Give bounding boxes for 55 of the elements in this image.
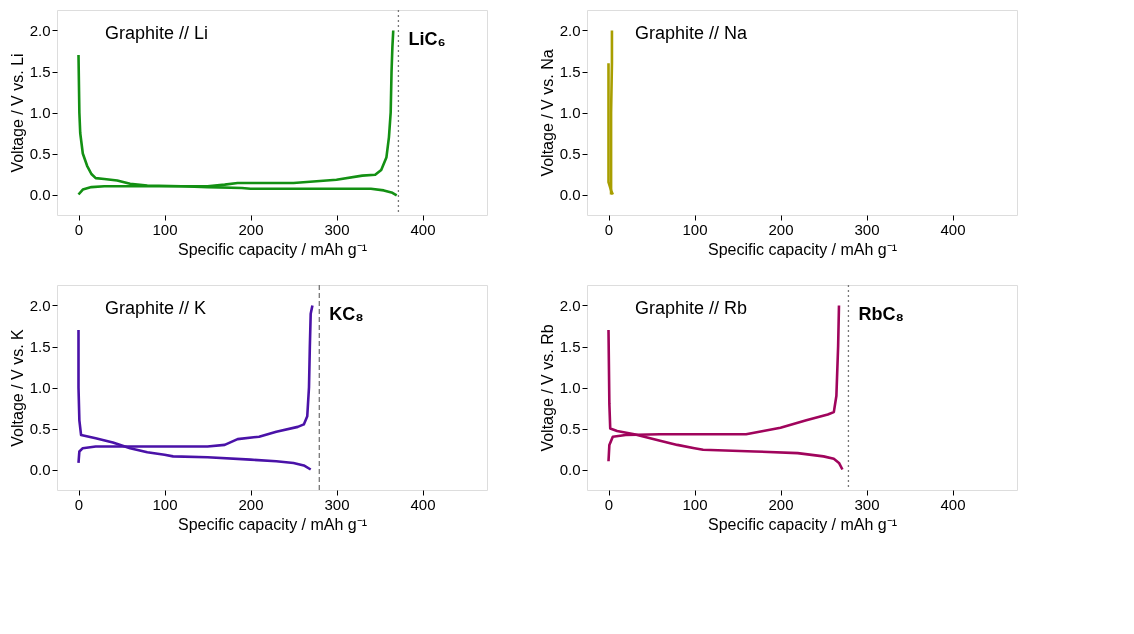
- x-tick-label: 0: [74, 495, 84, 513]
- x-tick-label: 200: [768, 495, 794, 513]
- x-tick-label: 0: [74, 220, 84, 238]
- y-tick-label: 0.0: [559, 186, 581, 203]
- y-tick-label: 2.0: [559, 22, 581, 39]
- x-tick-label: 100: [682, 220, 708, 238]
- y-tick-label: 1.0: [559, 104, 581, 121]
- y-tick-label: 1.5: [559, 338, 581, 355]
- y-tick-label: 2.0: [559, 297, 581, 314]
- x-tick-label: 400: [410, 495, 436, 513]
- y-tick-label: 1.5: [29, 338, 51, 355]
- ref-line-label: RbC₈: [858, 304, 904, 324]
- y-tick-label: 0.0: [559, 461, 581, 478]
- x-axis-title: Specific capacity / mAh g⁻¹: [177, 240, 368, 258]
- y-tick-label: 2.0: [29, 22, 51, 39]
- y-axis-title: Voltage / V vs. K: [8, 328, 26, 447]
- annotation: Graphite // Li: [105, 23, 209, 43]
- x-axis-title: Specific capacity / mAh g⁻¹: [707, 515, 898, 533]
- y-tick-label: 0.5: [559, 145, 581, 162]
- x-tick-label: 300: [324, 495, 350, 513]
- x-axis-title: Specific capacity / mAh g⁻¹: [177, 515, 368, 533]
- x-axis-title: Specific capacity / mAh g⁻¹: [707, 240, 898, 258]
- y-tick-label: 1.5: [559, 63, 581, 80]
- x-tick-label: 200: [768, 220, 794, 238]
- y-axis-title: Voltage / V vs. Rb: [538, 324, 556, 452]
- x-tick-label: 400: [940, 220, 966, 238]
- y-axis-title: Voltage / V vs. Li: [8, 53, 26, 173]
- x-tick-label: 300: [854, 495, 880, 513]
- y-tick-label: 0.0: [29, 461, 51, 478]
- annotation: Graphite // Na: [635, 23, 749, 43]
- x-tick-label: 400: [940, 495, 966, 513]
- y-tick-label: 0.5: [29, 420, 51, 437]
- ref-line-label: KC₈: [329, 304, 364, 324]
- x-tick-label: 100: [152, 495, 178, 513]
- annotation: Graphite // Rb: [635, 298, 748, 318]
- x-tick-label: 100: [152, 220, 178, 238]
- x-tick-label: 300: [854, 220, 880, 238]
- x-tick-label: 100: [682, 495, 708, 513]
- y-tick-label: 0.5: [559, 420, 581, 437]
- annotation: Graphite // K: [105, 298, 207, 318]
- ref-line-label: LiC₆: [408, 29, 446, 49]
- y-tick-label: 2.0: [29, 297, 51, 314]
- y-tick-label: 1.0: [559, 379, 581, 396]
- y-tick-label: 1.5: [29, 63, 51, 80]
- x-tick-label: 300: [324, 220, 350, 238]
- y-axis-title: Voltage / V vs. Na: [538, 49, 556, 177]
- x-tick-label: 200: [238, 495, 264, 513]
- y-tick-label: 1.0: [29, 379, 51, 396]
- x-tick-label: 0: [604, 220, 614, 238]
- x-tick-label: 0: [604, 495, 614, 513]
- y-tick-label: 0.0: [29, 186, 51, 203]
- y-tick-label: 1.0: [29, 104, 51, 121]
- x-tick-label: 200: [238, 220, 264, 238]
- x-tick-label: 400: [410, 220, 436, 238]
- y-tick-label: 0.5: [29, 145, 51, 162]
